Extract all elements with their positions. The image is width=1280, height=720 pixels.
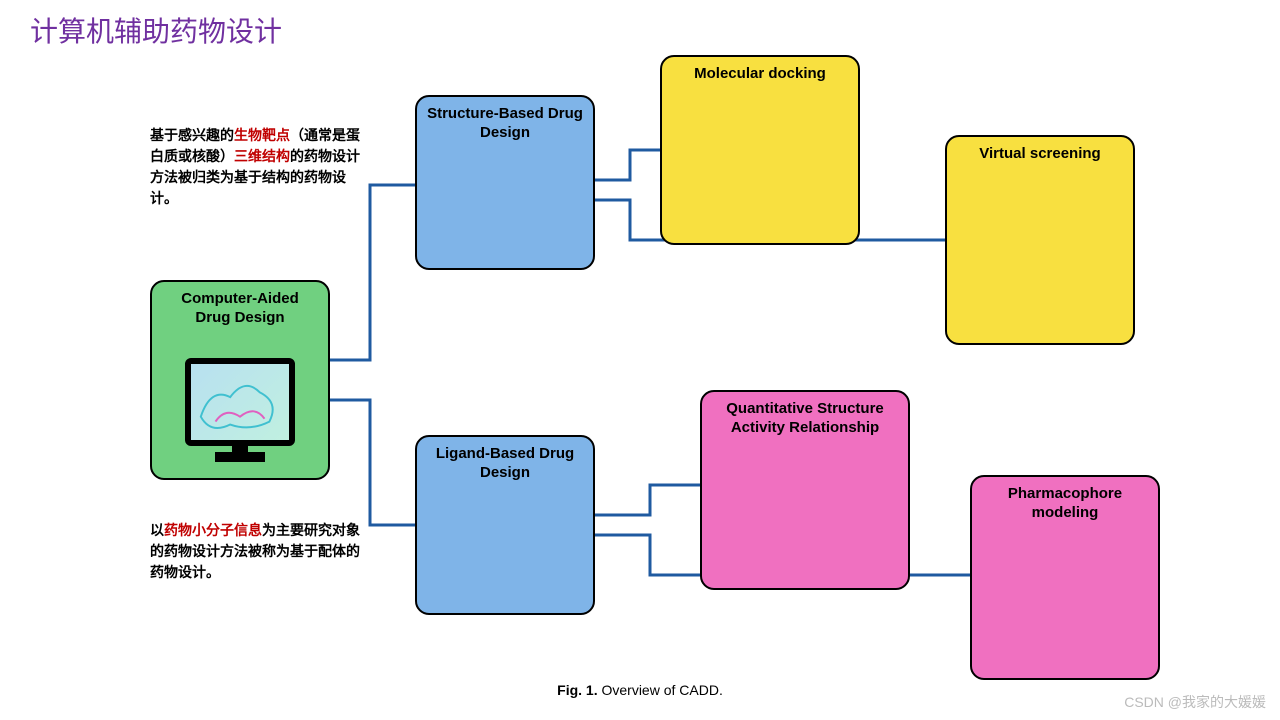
qsar-icon	[712, 444, 898, 581]
annotation-sbdd: 基于感兴趣的生物靶点（通常是蛋白质或核酸）三维结构的药物设计方法被归类为基于结构…	[150, 125, 370, 209]
caption-label: Fig. 1.	[557, 682, 597, 698]
node-title: Quantitative Structure Activity Relation…	[712, 400, 898, 438]
blob-icon	[672, 90, 848, 235]
caption-text: Overview of CADD.	[601, 682, 722, 698]
molecule-icon	[427, 489, 583, 606]
monitor-icon	[162, 334, 318, 471]
page-title: 计算机辅助药物设计	[30, 10, 282, 50]
watermark: CSDN @我家的大媛媛	[1124, 692, 1266, 712]
node-qsar: Quantitative Structure Activity Relation…	[700, 390, 910, 590]
node-title: Virtual screening	[979, 145, 1100, 164]
node-root: Computer-Aided Drug Design	[150, 280, 330, 480]
pharm-icon	[982, 529, 1148, 671]
node-vs: Virtual screening	[945, 135, 1135, 345]
node-sbdd: Structure-Based Drug Design	[415, 95, 595, 270]
ribbon-icon	[427, 149, 583, 261]
node-title: Pharmacophore modeling	[982, 485, 1148, 523]
node-title: Molecular docking	[694, 65, 826, 84]
node-title: Computer-Aided Drug Design	[162, 290, 318, 328]
annotation-lbdd: 以药物小分子信息为主要研究对象的药物设计方法被称为基于配体的药物设计。	[150, 520, 370, 583]
node-title: Ligand-Based Drug Design	[427, 445, 583, 483]
figure-caption: Fig. 1. Overview of CADD.	[0, 682, 1280, 698]
node-docking: Molecular docking	[660, 55, 860, 245]
funnel-icon	[957, 170, 1123, 335]
node-pharm: Pharmacophore modeling	[970, 475, 1160, 680]
node-lbdd: Ligand-Based Drug Design	[415, 435, 595, 615]
node-title: Structure-Based Drug Design	[427, 105, 583, 143]
